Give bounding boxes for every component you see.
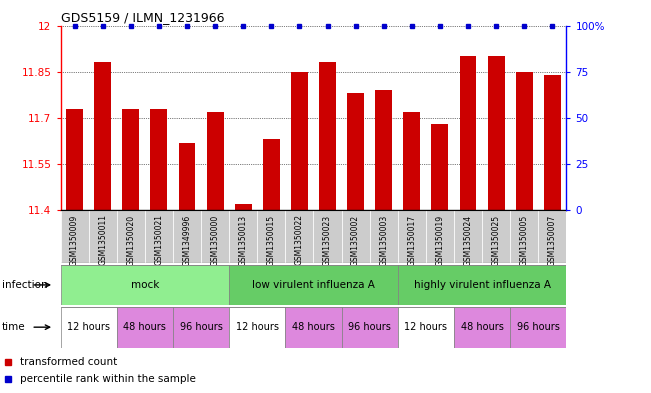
Bar: [61, 210, 89, 263]
Bar: [145, 210, 173, 263]
Text: transformed count: transformed count: [20, 357, 117, 367]
Text: GSM1350009: GSM1350009: [70, 215, 79, 266]
Text: GSM1350017: GSM1350017: [408, 215, 416, 266]
Bar: [285, 307, 342, 348]
Text: mock: mock: [131, 280, 159, 290]
Bar: [454, 307, 510, 348]
Text: highly virulent influenza A: highly virulent influenza A: [413, 280, 551, 290]
Bar: [61, 265, 229, 305]
Bar: [370, 210, 398, 263]
Bar: [66, 108, 83, 210]
Bar: [342, 307, 398, 348]
Text: GSM1350003: GSM1350003: [380, 215, 388, 266]
Bar: [432, 124, 449, 210]
Bar: [426, 210, 454, 263]
Bar: [347, 93, 364, 210]
Bar: [342, 210, 370, 263]
Bar: [314, 210, 342, 263]
Bar: [263, 140, 280, 210]
Text: 12 hours: 12 hours: [67, 322, 110, 332]
Bar: [173, 307, 229, 348]
Bar: [482, 210, 510, 263]
Bar: [201, 210, 229, 263]
Text: 96 hours: 96 hours: [348, 322, 391, 332]
Text: GSM1350007: GSM1350007: [548, 215, 557, 266]
Bar: [544, 75, 561, 210]
Bar: [89, 210, 117, 263]
Bar: [150, 108, 167, 210]
Text: GSM1350022: GSM1350022: [295, 215, 304, 266]
Text: GSM1350005: GSM1350005: [519, 215, 529, 266]
Bar: [538, 210, 566, 263]
Bar: [460, 56, 477, 210]
Bar: [206, 112, 223, 210]
Text: GSM1350013: GSM1350013: [239, 215, 247, 266]
Bar: [454, 210, 482, 263]
Text: low virulent influenza A: low virulent influenza A: [252, 280, 375, 290]
Bar: [285, 210, 314, 263]
Bar: [117, 210, 145, 263]
Bar: [398, 210, 426, 263]
Text: 48 hours: 48 hours: [124, 322, 166, 332]
Bar: [173, 210, 201, 263]
Text: GSM1350019: GSM1350019: [436, 215, 445, 266]
Text: GSM1350011: GSM1350011: [98, 215, 107, 266]
Text: infection: infection: [2, 280, 48, 290]
Bar: [488, 56, 505, 210]
Text: 96 hours: 96 hours: [180, 322, 223, 332]
Text: 48 hours: 48 hours: [461, 322, 503, 332]
Bar: [61, 307, 117, 348]
Text: GSM1350020: GSM1350020: [126, 215, 135, 266]
Bar: [398, 307, 454, 348]
Bar: [178, 143, 195, 210]
Bar: [229, 210, 257, 263]
Text: GSM1350015: GSM1350015: [267, 215, 276, 266]
Bar: [229, 265, 398, 305]
Bar: [257, 210, 285, 263]
Bar: [398, 265, 566, 305]
Bar: [404, 112, 421, 210]
Bar: [122, 108, 139, 210]
Text: GSM1350021: GSM1350021: [154, 215, 163, 266]
Bar: [319, 62, 336, 210]
Text: GSM1350024: GSM1350024: [464, 215, 473, 266]
Text: 48 hours: 48 hours: [292, 322, 335, 332]
Text: GSM1350025: GSM1350025: [492, 215, 501, 266]
Bar: [510, 210, 538, 263]
Text: GSM1350002: GSM1350002: [351, 215, 360, 266]
Bar: [94, 62, 111, 210]
Text: 96 hours: 96 hours: [517, 322, 560, 332]
Bar: [375, 90, 392, 210]
Bar: [117, 307, 173, 348]
Text: GDS5159 / ILMN_1231966: GDS5159 / ILMN_1231966: [61, 11, 224, 24]
Bar: [516, 72, 533, 210]
Text: percentile rank within the sample: percentile rank within the sample: [20, 374, 196, 384]
Bar: [510, 307, 566, 348]
Text: 12 hours: 12 hours: [236, 322, 279, 332]
Text: GSM1349996: GSM1349996: [182, 215, 191, 266]
Text: time: time: [2, 322, 25, 332]
Text: GSM1350023: GSM1350023: [323, 215, 332, 266]
Text: GSM1350000: GSM1350000: [211, 215, 219, 266]
Bar: [291, 72, 308, 210]
Bar: [229, 307, 285, 348]
Bar: [235, 204, 252, 210]
Text: 12 hours: 12 hours: [404, 322, 447, 332]
